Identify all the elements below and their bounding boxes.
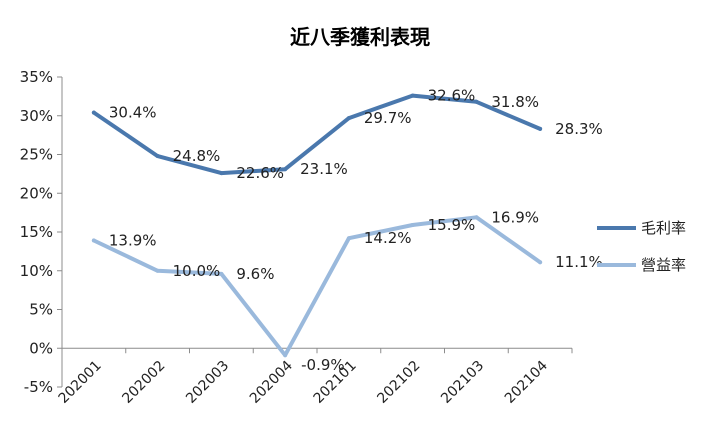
data-point <box>410 223 415 228</box>
data-label: 32.6% <box>428 87 476 105</box>
data-label: 11.1% <box>555 253 603 271</box>
data-label: 23.1% <box>300 160 348 178</box>
legend-label: 營益率 <box>641 256 686 274</box>
data-label: 29.7% <box>364 109 412 127</box>
data-point <box>283 167 288 172</box>
data-label: 9.6% <box>236 265 274 283</box>
y-tick-label: 5% <box>29 301 53 319</box>
data-point <box>474 215 479 220</box>
y-tick-label: -5% <box>24 378 53 396</box>
x-tick-label: 202001 <box>56 358 105 407</box>
data-label: 15.9% <box>428 216 476 234</box>
data-label: 22.6% <box>236 164 284 182</box>
data-point <box>410 93 415 98</box>
data-point <box>91 238 96 243</box>
data-point <box>346 116 351 121</box>
y-tick-label: 10% <box>20 262 53 280</box>
data-label: 14.2% <box>364 229 412 247</box>
y-tick-label: 0% <box>29 339 53 357</box>
legend-label: 毛利率 <box>641 219 686 237</box>
data-point <box>346 236 351 241</box>
data-point <box>91 110 96 115</box>
x-tick-label: 202102 <box>374 358 423 407</box>
x-tick-label: 202003 <box>183 358 232 407</box>
data-label: 28.3% <box>555 120 603 138</box>
data-label: 31.8% <box>491 93 539 111</box>
y-tick-label: 35% <box>20 68 53 86</box>
data-point <box>538 126 543 131</box>
data-labels: 30.4% 24.8% 22.6% 23.1% 29.7% 32.6% 31.8% 28.3%… <box>109 87 603 375</box>
data-label: -0.9% <box>301 356 345 374</box>
data-label: 13.9% <box>109 232 157 250</box>
x-tick-label: 202004 <box>247 358 296 407</box>
series-lines <box>91 93 543 358</box>
data-point <box>155 154 160 159</box>
series-line-1 <box>91 215 543 358</box>
data-point <box>283 353 288 358</box>
data-point <box>155 268 160 273</box>
data-point <box>538 260 543 265</box>
x-tick-label: 202104 <box>502 358 551 407</box>
chart-title: 近八季獲利表現 <box>290 25 430 49</box>
y-tick-label: 30% <box>20 107 53 125</box>
data-label: 16.9% <box>491 208 539 226</box>
data-label: 24.8% <box>173 147 221 165</box>
y-tick-label: 25% <box>20 146 53 164</box>
x-tick-label: 202103 <box>438 358 487 407</box>
y-tick-label: 15% <box>20 223 53 241</box>
x-tick-label: 202002 <box>119 358 168 407</box>
data-point <box>219 271 224 276</box>
data-label: 10.0% <box>173 262 221 280</box>
y-tick-label: 20% <box>20 184 53 202</box>
data-point <box>219 171 224 176</box>
series-line-0 <box>91 93 543 176</box>
data-point <box>474 99 479 104</box>
data-label: 30.4% <box>109 104 157 122</box>
